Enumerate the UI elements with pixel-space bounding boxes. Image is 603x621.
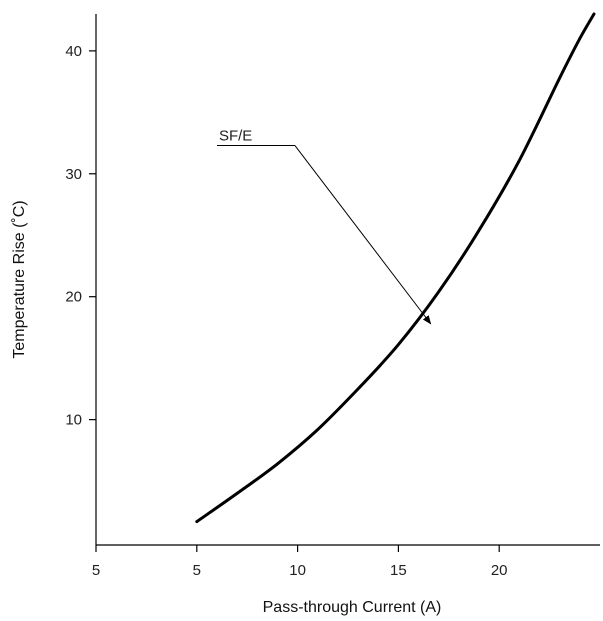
annotation-label: SF/E <box>219 128 252 145</box>
annotation-layer: SF/E <box>216 128 432 325</box>
x-tick-label: 15 <box>390 562 407 579</box>
x-tick-label: 5 <box>193 562 201 579</box>
series-line <box>195 12 596 524</box>
y-tick-label: 40 <box>65 43 82 60</box>
annotation-arrow <box>294 145 432 325</box>
x-axis-title: Pass-through Current (A) <box>263 599 442 616</box>
y-ticks: 10 20 30 40 <box>65 43 96 429</box>
y-axis-title: Temperature Rise (˚C) <box>11 200 28 358</box>
y-tick-label: 30 <box>65 166 82 183</box>
x-tick-label: 20 <box>491 562 508 579</box>
x-tick-label: 10 <box>289 562 306 579</box>
series-layer <box>195 12 596 524</box>
x-ticks: 5 5 10 15 20 <box>92 545 508 579</box>
y-tick-label: 20 <box>65 289 82 306</box>
axes <box>95 14 600 546</box>
y-tick-label: 10 <box>65 412 82 429</box>
x-tick-label: 5 <box>92 562 100 579</box>
